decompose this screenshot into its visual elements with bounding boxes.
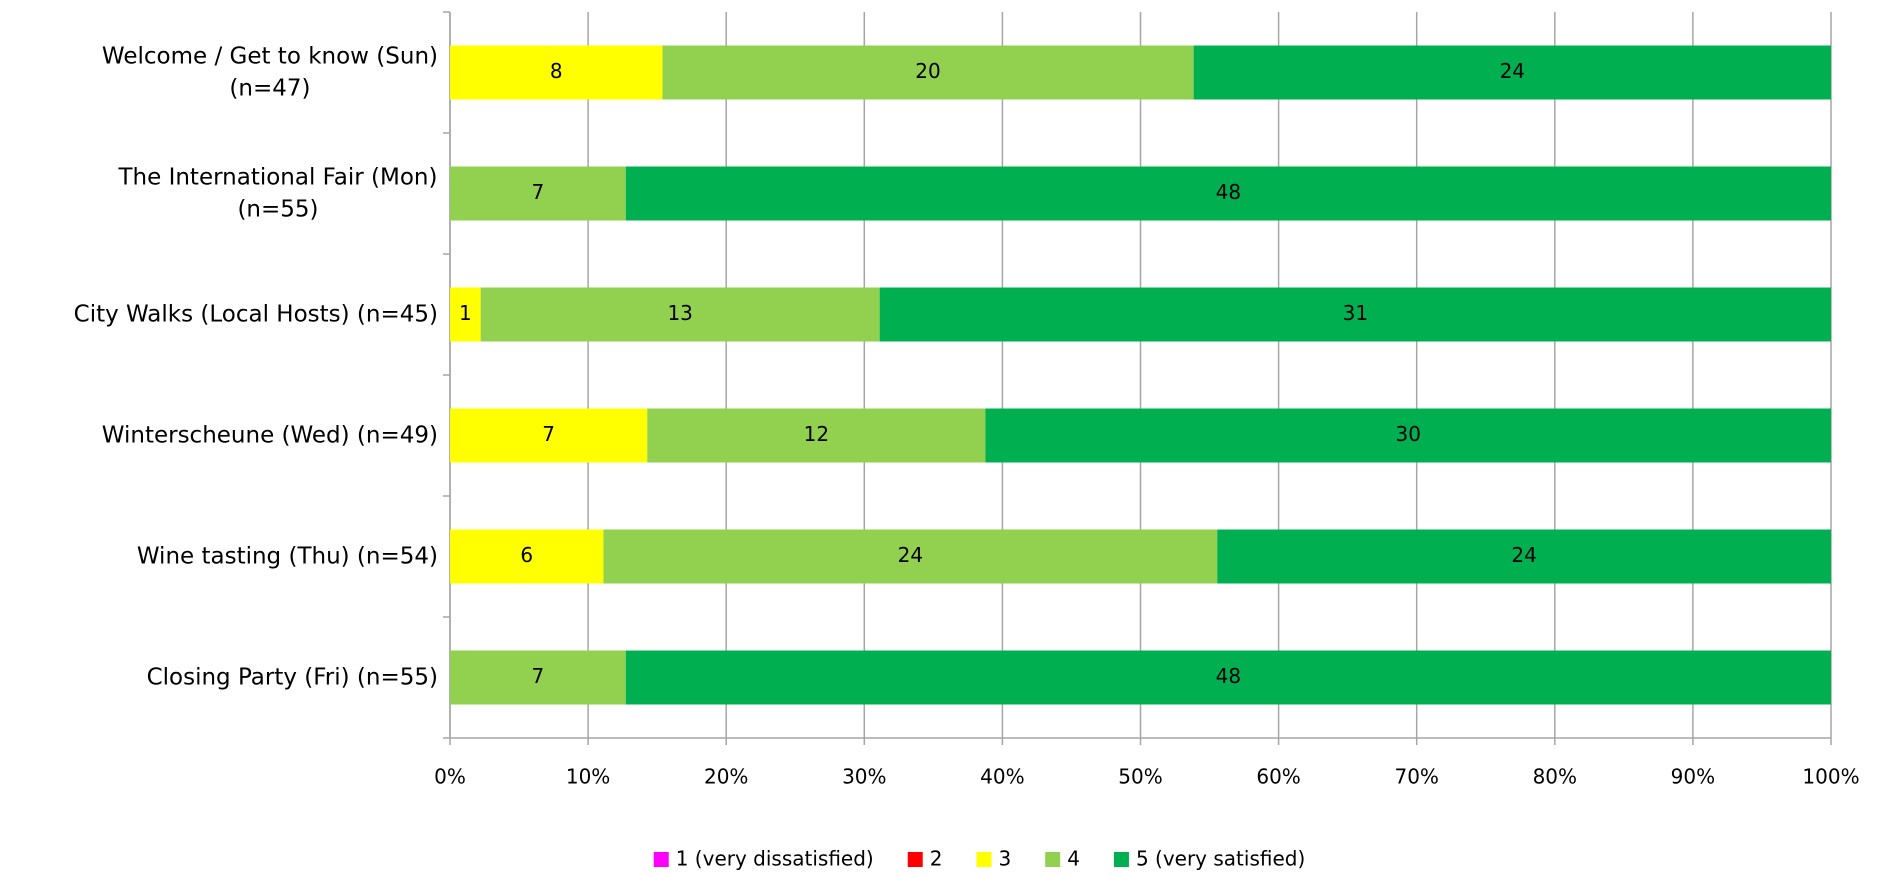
x-tick-label: 50% (1118, 765, 1162, 789)
data-label: 7 (532, 180, 545, 204)
bar-segment (480, 287, 880, 342)
bar-segment (879, 287, 1831, 342)
data-label: 48 (1216, 664, 1241, 688)
legend-label: 2 (930, 847, 943, 871)
bar-segment (450, 45, 663, 100)
legend-item: 2 (907, 847, 943, 871)
x-tick-label: 100% (1802, 765, 1859, 789)
data-label: 30 (1396, 422, 1421, 446)
y-tick-label: Winterscheune (Wed) (n=49) (102, 422, 438, 448)
legend-swatch (1113, 852, 1129, 867)
y-tick-label: The International Fair (Mon) (n=55) (117, 164, 437, 222)
legend-item: 1 (very dissatisfied) (653, 847, 874, 871)
x-tick-label: 0% (434, 765, 466, 789)
y-tick-label: City Walks (Local Hosts) (n=45) (74, 301, 438, 327)
data-label: 20 (915, 59, 940, 83)
data-label: 48 (1216, 180, 1241, 204)
bar-segment (625, 166, 1831, 221)
data-label: 31 (1343, 301, 1368, 325)
legend-label: 1 (very dissatisfied) (676, 847, 874, 871)
legend-item: 4 (1045, 847, 1080, 871)
legend-item: 3 (976, 847, 1011, 871)
legend-swatch (1045, 852, 1061, 867)
label-line: (n=47) (229, 75, 310, 101)
grid (449, 12, 1832, 738)
bar-segment (450, 287, 481, 342)
data-label: 12 (804, 422, 829, 446)
bar-segment (985, 408, 1831, 463)
data-label: 24 (1500, 59, 1525, 83)
x-tick-label: 40% (980, 765, 1024, 789)
y-tick-label: Wine tasting (Thu) (n=54) (137, 543, 438, 569)
legend-label: 3 (998, 847, 1011, 871)
data-label: 24 (898, 543, 923, 567)
bar-segment (1217, 529, 1831, 584)
bar-segment (450, 166, 626, 221)
x-tick-label: 70% (1394, 765, 1438, 789)
label-line: Closing Party (Fri) (n=55) (147, 664, 438, 690)
x-tick-label: 30% (842, 765, 886, 789)
bar-segment (647, 408, 986, 463)
legend-label: 5 (very satisfied) (1136, 847, 1305, 871)
data-label: 6 (520, 543, 533, 567)
y-tick-label: Closing Party (Fri) (n=55) (147, 664, 438, 690)
label-line: (n=55) (237, 196, 318, 222)
data-label: 8 (550, 59, 563, 83)
label-line: The International Fair (Mon) (117, 164, 437, 190)
label-line: City Walks (Local Hosts) (n=45) (74, 301, 438, 327)
data-label: 13 (667, 301, 692, 325)
data-label: 7 (532, 664, 545, 688)
label-line: Winterscheune (Wed) (n=49) (102, 422, 438, 448)
legend-swatch (653, 852, 669, 867)
x-tick-label: 60% (1256, 765, 1300, 789)
legend-label: 4 (1067, 847, 1080, 871)
bar-segment (450, 408, 648, 463)
y-tick-label: Welcome / Get to know (Sun) (n=47) (102, 43, 438, 101)
legend-swatch (907, 852, 923, 867)
bar-segment (450, 529, 604, 584)
x-tick-label: 80% (1533, 765, 1577, 789)
x-tick-label: 20% (704, 765, 748, 789)
label-line: Wine tasting (Thu) (n=54) (137, 543, 438, 569)
legend-item: 5 (very satisfied) (1113, 847, 1305, 871)
x-tick-label: 10% (566, 765, 610, 789)
bar-segment (603, 529, 1218, 584)
bar-segment (662, 45, 1194, 100)
bar-segment (625, 650, 1831, 705)
bar-segment (1193, 45, 1831, 100)
label-line: Welcome / Get to know (Sun) (102, 43, 438, 69)
x-tick-label: 90% (1671, 765, 1715, 789)
data-label: 7 (542, 422, 555, 446)
bar-segment (450, 650, 626, 705)
data-label: 1 (459, 301, 472, 325)
data-label: 24 (1511, 543, 1536, 567)
legend-swatch (976, 852, 992, 867)
